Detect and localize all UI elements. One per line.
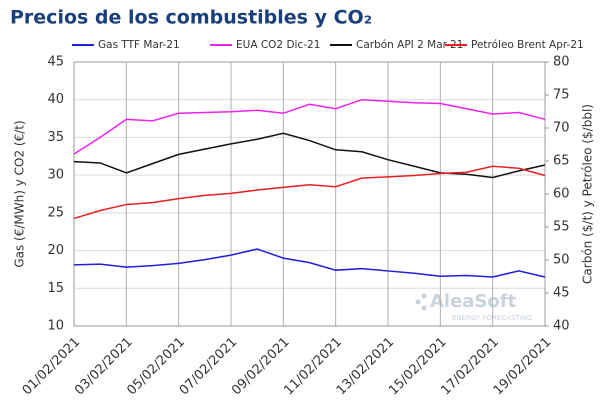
watermark-dot — [421, 305, 427, 311]
y2-tick-label: 70 — [553, 121, 570, 136]
y-tick-label: 30 — [47, 168, 64, 183]
y2-tick-label: 75 — [553, 88, 570, 103]
watermark-dot — [415, 299, 421, 305]
y2-tick-label: 60 — [553, 187, 570, 202]
watermark: AleaSoft ENERGY FORECASTING — [415, 291, 532, 322]
legend-label: Gas TTF Mar-21 — [98, 39, 180, 51]
y2-tick-label: 50 — [553, 253, 570, 268]
y-tick-label: 35 — [47, 130, 64, 145]
watermark-text: AleaSoft — [430, 291, 517, 312]
watermark-dot — [421, 293, 427, 299]
y-tick-label: 20 — [47, 243, 64, 258]
legend-label: EUA CO2 Dic-21 — [236, 39, 320, 51]
y2-tick-label: 65 — [553, 154, 570, 169]
y2-tick-label: 80 — [553, 55, 570, 70]
legend-label: Carbón API 2 Mar-21 — [356, 39, 463, 51]
series-line — [73, 132, 546, 179]
series-line — [73, 165, 546, 220]
y2-tick-label: 55 — [553, 220, 570, 235]
y-tick-label: 45 — [47, 55, 64, 70]
y2-tick-label: 45 — [553, 286, 570, 301]
legend-label: Petróleo Brent Apr-21 — [471, 39, 584, 51]
y2-tick-label: 40 — [553, 319, 570, 334]
y-tick-label: 15 — [47, 281, 64, 296]
chart-title: Precios de los combustibles y CO₂ — [10, 7, 372, 29]
series-line — [73, 98, 546, 155]
plot-border — [73, 61, 546, 327]
series-line — [73, 248, 546, 278]
y-tick-label: 25 — [47, 205, 64, 220]
y-tick-label: 40 — [47, 92, 64, 107]
y-tick-label: 10 — [47, 319, 64, 334]
y-axis-label: Gas (€/MWh) y CO2 (€/t) — [13, 120, 27, 267]
y2-axis-label: Carbón ($/t) y Petróleo ($/bbl) — [581, 104, 595, 284]
